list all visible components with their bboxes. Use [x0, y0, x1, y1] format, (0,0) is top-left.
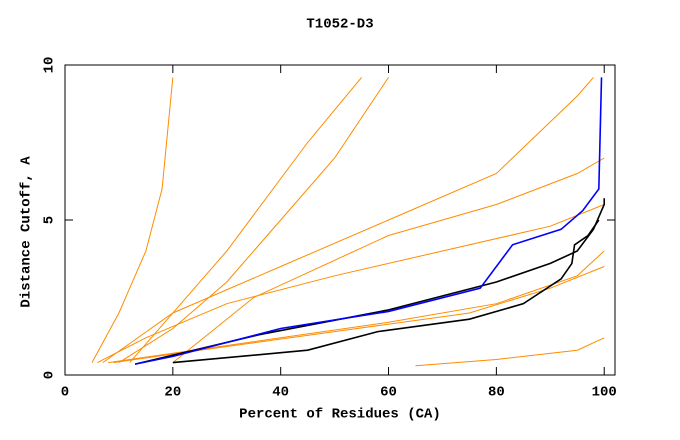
data-line — [172, 219, 600, 364]
x-axis-label: Percent of Residues (CA) — [239, 407, 441, 423]
x-tick-label: 100 — [592, 385, 617, 401]
data-line — [134, 198, 606, 365]
data-line — [134, 77, 603, 365]
y-tick-label: 10 — [42, 57, 58, 74]
data-line — [415, 337, 605, 367]
y-axis-label: Distance Cutoff, A — [19, 156, 35, 308]
data-line — [97, 204, 605, 364]
chart-title: T1052-D3 — [306, 17, 373, 33]
x-tick-label: 40 — [272, 385, 289, 401]
data-line — [172, 157, 605, 363]
x-tick-label: 20 — [164, 385, 181, 401]
data-line — [129, 77, 362, 363]
data-line — [108, 250, 605, 364]
y-tick-label: 0 — [42, 371, 58, 379]
x-tick-label: 80 — [488, 385, 505, 401]
x-tick-label: 60 — [380, 385, 397, 401]
data-line — [91, 77, 174, 363]
y-tick-label: 5 — [42, 216, 58, 224]
data-line — [118, 77, 389, 364]
x-tick-label: 0 — [61, 385, 69, 401]
